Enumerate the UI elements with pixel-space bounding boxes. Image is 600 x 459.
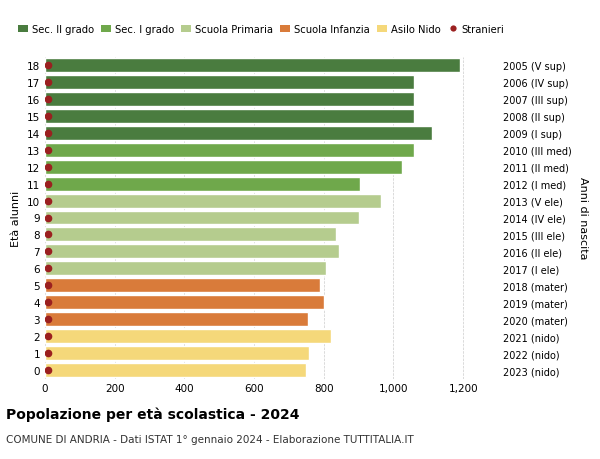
Bar [45, 245, 340, 259]
Bar [45, 279, 320, 292]
Bar [45, 347, 309, 360]
Y-axis label: Età alunni: Età alunni [11, 190, 22, 246]
Bar [45, 296, 324, 309]
Bar [45, 93, 415, 106]
Text: Popolazione per età scolastica - 2024: Popolazione per età scolastica - 2024 [6, 406, 299, 421]
Bar [45, 313, 308, 326]
Bar [45, 144, 415, 157]
Bar [45, 177, 361, 191]
Bar [45, 228, 336, 242]
Bar [45, 59, 460, 73]
Bar [45, 211, 359, 225]
Bar [45, 262, 326, 276]
Legend: Sec. II grado, Sec. I grado, Scuola Primaria, Scuola Infanzia, Asilo Nido, Stran: Sec. II grado, Sec. I grado, Scuola Prim… [14, 21, 508, 39]
Bar [45, 363, 305, 377]
Bar [45, 110, 415, 123]
Bar [45, 330, 331, 343]
Bar [45, 160, 402, 174]
Bar [45, 127, 432, 140]
Y-axis label: Anni di nascita: Anni di nascita [578, 177, 588, 259]
Bar [45, 76, 415, 90]
Text: COMUNE DI ANDRIA - Dati ISTAT 1° gennaio 2024 - Elaborazione TUTTITALIA.IT: COMUNE DI ANDRIA - Dati ISTAT 1° gennaio… [6, 434, 414, 444]
Bar [45, 194, 381, 208]
